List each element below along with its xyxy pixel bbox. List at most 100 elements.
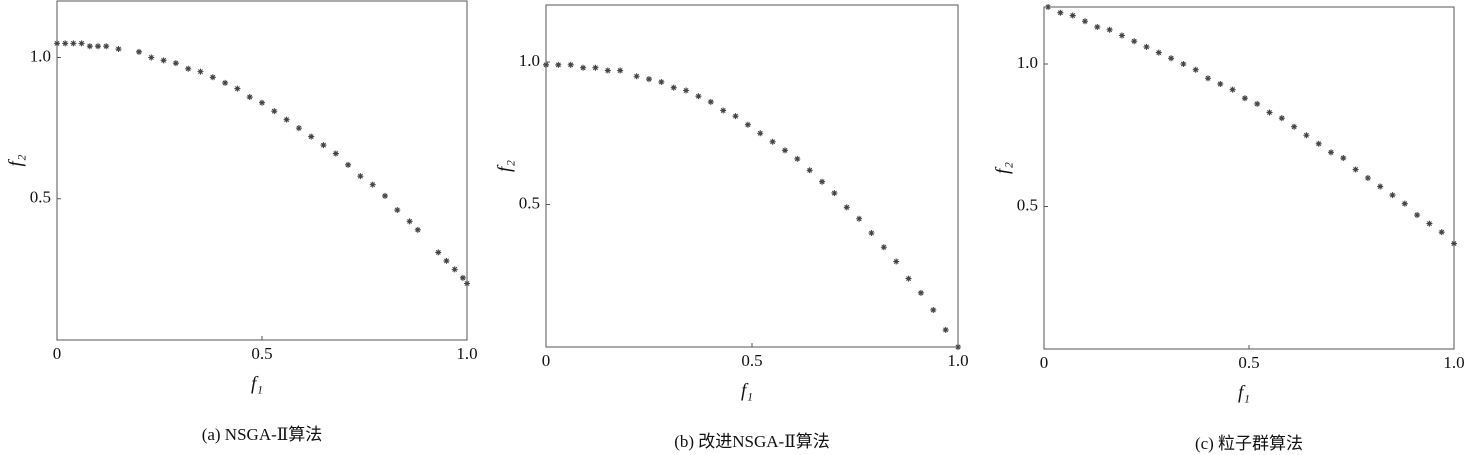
point: [160, 57, 167, 64]
point: [1143, 43, 1150, 50]
point: [806, 167, 813, 174]
point: [1438, 229, 1445, 236]
y-tick-label: 0.5: [519, 193, 540, 212]
point: [819, 178, 826, 185]
point: [1303, 132, 1310, 139]
point: [856, 215, 863, 222]
point: [1069, 12, 1076, 19]
x-axis-label: f₁: [1238, 382, 1250, 403]
point: [930, 306, 937, 313]
point: [209, 74, 216, 81]
point: [332, 150, 339, 157]
point: [880, 244, 887, 251]
y-tick-label: 1.0: [519, 51, 540, 70]
point: [658, 78, 665, 85]
y-axis-label: f₂: [5, 154, 26, 166]
y-tick-label: 1.0: [30, 46, 51, 65]
point: [604, 67, 611, 74]
point: [1168, 55, 1175, 62]
point: [451, 266, 458, 273]
point: [1241, 95, 1248, 102]
point: [683, 87, 690, 94]
point: [744, 121, 751, 128]
point: [320, 142, 327, 149]
point: [695, 93, 702, 100]
point: [197, 68, 204, 75]
point: [62, 40, 69, 47]
point: [259, 99, 265, 106]
point: [1180, 61, 1187, 67]
point: [707, 98, 714, 105]
caption: (c) 粒子群算法: [1195, 434, 1303, 453]
point: [148, 54, 155, 61]
point: [1414, 212, 1421, 219]
point: [1205, 75, 1211, 82]
point: [1426, 220, 1433, 227]
point: [443, 257, 450, 264]
point: [172, 60, 179, 67]
point: [136, 48, 142, 55]
point: [670, 84, 677, 91]
point: [406, 218, 413, 225]
point: [555, 61, 562, 68]
point: [567, 61, 574, 68]
point: [70, 40, 77, 47]
point: [308, 133, 315, 140]
point: [345, 161, 352, 168]
x-tick-label: 1.0: [456, 344, 477, 363]
x-tick-label: 0: [53, 344, 62, 363]
point: [1131, 38, 1138, 45]
point: [781, 147, 788, 154]
x-tick-label: 0.5: [741, 351, 762, 370]
point: [1045, 4, 1052, 10]
point: [769, 138, 776, 145]
point: [103, 43, 110, 50]
point: [1192, 66, 1199, 73]
point: [1328, 149, 1334, 156]
point: [1291, 123, 1298, 130]
point: [543, 61, 549, 68]
point: [1118, 32, 1125, 39]
x-tick-label: 0.5: [1238, 353, 1259, 372]
point: [1451, 240, 1457, 247]
point: [369, 181, 376, 188]
caption: (b) 改进NSGA-Ⅱ算法: [674, 432, 830, 451]
point: [1315, 140, 1322, 147]
point: [893, 258, 900, 265]
point: [357, 173, 364, 180]
x-axis-label: f₁: [741, 380, 753, 401]
point: [283, 116, 290, 123]
y-axis-label: f₂: [494, 160, 515, 172]
point: [617, 67, 624, 74]
x-axis-label: f₁: [251, 373, 263, 394]
point: [115, 46, 122, 53]
point: [646, 76, 652, 83]
point: [1057, 9, 1064, 16]
point: [185, 65, 192, 72]
point: [868, 230, 875, 236]
point: [295, 125, 302, 132]
point: [732, 113, 739, 120]
point: [917, 289, 924, 296]
point: [382, 192, 388, 199]
point: [757, 130, 764, 137]
point: [459, 274, 466, 281]
point: [1229, 86, 1236, 93]
point: [1352, 166, 1359, 173]
point: [414, 226, 421, 233]
y-axis-label: f₂: [992, 162, 1013, 174]
plot-frame: [545, 4, 959, 348]
point: [1094, 23, 1101, 30]
y-tick-label: 0.5: [30, 188, 51, 207]
point: [222, 79, 229, 86]
point: [1389, 192, 1396, 199]
point: [246, 94, 253, 101]
point: [1278, 115, 1285, 122]
point: [1217, 80, 1224, 87]
x-tick-label: 0: [1040, 353, 1049, 372]
point: [1377, 183, 1384, 190]
caption: (a) NSGA-Ⅱ算法: [202, 425, 323, 444]
point: [1106, 26, 1113, 33]
point: [394, 207, 401, 214]
